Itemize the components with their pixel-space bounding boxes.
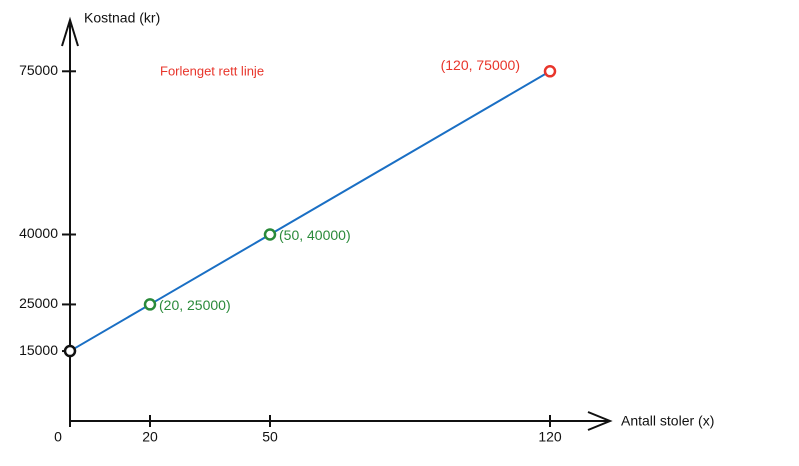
x-arrow xyxy=(587,411,613,431)
x-tick-label: 120 xyxy=(538,429,562,445)
point xyxy=(143,298,157,311)
x-tick-label: 50 xyxy=(262,429,278,445)
y-tick-label: 25000 xyxy=(19,295,58,311)
point-label: (20, 25000) xyxy=(159,297,231,313)
x-axis-label: Antall stoler (x) xyxy=(621,413,714,429)
point xyxy=(63,344,77,358)
y-tick-label: 40000 xyxy=(19,225,58,241)
y-tick-label: 75000 xyxy=(19,62,58,78)
y-axis-label: Kostnad (kr) xyxy=(84,10,160,26)
y-tick-label: 15000 xyxy=(19,342,58,358)
y-arrow xyxy=(61,16,79,47)
line xyxy=(69,70,551,352)
x-tick-label: 20 xyxy=(142,429,158,445)
point-label: (50, 40000) xyxy=(279,227,351,243)
x-tick-label: 0 xyxy=(54,429,62,445)
point-label: (120, 75000) xyxy=(441,57,520,73)
point xyxy=(263,228,277,241)
point xyxy=(543,65,557,78)
annotation: Forlenget rett linje xyxy=(160,63,264,78)
